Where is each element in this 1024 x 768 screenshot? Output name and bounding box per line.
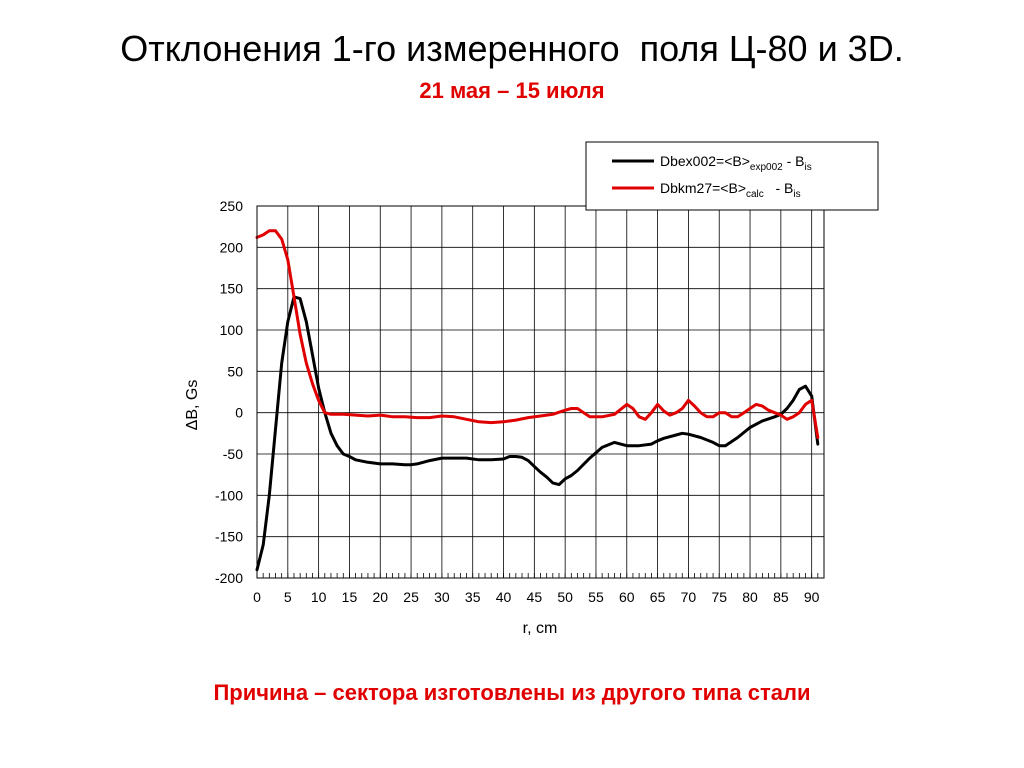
- x-tick-label-11: 55: [588, 589, 604, 605]
- legend-entry-0-tail: - B: [783, 153, 805, 169]
- x-axis-label: r, cm: [523, 620, 558, 637]
- x-tick-label-12: 60: [619, 589, 635, 605]
- plot-frame: [256, 205, 825, 579]
- x-tick-label-8: 40: [496, 589, 512, 605]
- x-tick-label-2: 10: [311, 589, 327, 605]
- x-tick-label-10: 50: [557, 589, 573, 605]
- legend-entry-0-main: Dbex002=<B>: [660, 153, 750, 169]
- y-tick-label-4: 50: [227, 363, 243, 379]
- y-tick-label-8: -150: [215, 529, 243, 545]
- y-tick-label-1: 200: [220, 239, 244, 255]
- x-tick-label-3: 15: [342, 589, 358, 605]
- chart-subtitle: 21 мая – 15 июля: [419, 78, 605, 103]
- x-tick-label-9: 45: [527, 589, 543, 605]
- x-tick-label-7: 35: [465, 589, 481, 605]
- legend-entry-1-tail: - B: [764, 180, 794, 196]
- chart-title: Отклонения 1-го измеренного поля Ц-80 и …: [120, 28, 904, 69]
- y-tick-label-7: -100: [215, 487, 243, 503]
- y-tick-label-0: 250: [220, 198, 244, 214]
- grid: [256, 205, 824, 579]
- y-tick-label-2: 150: [220, 281, 244, 297]
- y-tick-label-3: 100: [220, 322, 244, 338]
- y-tick-labels: 250 200 150 100 50 0 -50 -100 -150 -200: [215, 198, 243, 586]
- series-lines: [255, 229, 820, 572]
- y-tick-label-9: -200: [215, 570, 243, 586]
- x-tick-label-17: 85: [773, 589, 789, 605]
- series-line-1: [255, 229, 820, 439]
- legend-entry-0-sub: exp002: [750, 162, 783, 173]
- legend-entry-0: Dbex002=<B>exp002 - Bis: [660, 153, 812, 173]
- x-tick-label-18: 90: [804, 589, 820, 605]
- legend-entry-1-sub: calc: [746, 189, 764, 200]
- x-tick-label-0: 0: [253, 589, 261, 605]
- x-tick-label-6: 30: [434, 589, 450, 605]
- minor-ticks: [256, 573, 825, 578]
- legend-entry-1: Dbkm27=<B>calc - Bis: [660, 180, 801, 200]
- x-tick-label-5: 25: [403, 589, 419, 605]
- x-tick-label-4: 20: [372, 589, 388, 605]
- legend-box: [585, 141, 879, 211]
- legend-entry-1-main: Dbkm27=<B>: [660, 180, 746, 196]
- x-tick-label-16: 80: [742, 589, 758, 605]
- x-tick-label-15: 75: [711, 589, 727, 605]
- series-line-0: [255, 295, 820, 572]
- y-tick-label-6: -50: [223, 446, 243, 462]
- x-tick-label-13: 65: [650, 589, 666, 605]
- x-tick-labels: 0 5 10 15 20 25 30 35 40 45 50 55 60 65 70 75 80 85 90: [253, 589, 820, 605]
- legend-entry-0-tail-sub: is: [805, 162, 812, 173]
- y-tick-label-5: 0: [235, 405, 243, 421]
- x-tick-label-1: 5: [284, 589, 292, 605]
- y-axis-label: ΔB, Gs: [184, 380, 201, 431]
- footnote: Причина – сектора изготовлены из другого…: [213, 680, 811, 705]
- x-tick-label-14: 70: [681, 589, 697, 605]
- legend: Dbex002=<B>exp002 - Bis Dbkm27=<B>calc -…: [585, 141, 879, 211]
- legend-entry-1-tail-sub: is: [793, 189, 800, 200]
